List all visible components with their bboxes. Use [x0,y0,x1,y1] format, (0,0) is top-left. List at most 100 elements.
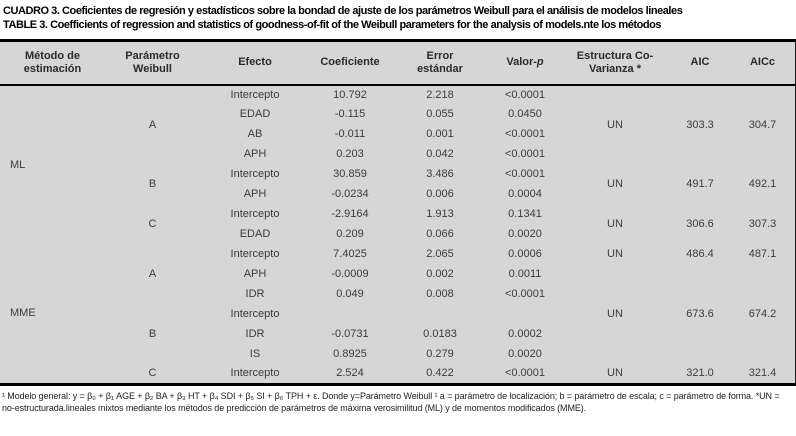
coeficiente-cell: 30.859 [333,168,367,180]
efecto-cell: Intercepto [230,208,280,220]
coeficiente-cell [310,305,390,325]
table-row: APH -0.0009 0.002 0.0011 [0,265,796,285]
table-row: AB -0.011 0.001 <0.0001 [0,125,796,145]
header-parametro: Parámetro Weibull [105,40,200,86]
aic-cell [670,345,730,365]
aicc-cell [730,325,796,345]
table-row: EDAD 0.209 0.066 0.0020 [0,225,796,245]
coeficiente-cell: 0.209 [336,228,364,240]
method-label-ml: ML [10,158,26,171]
efecto-cell: Intercepto [230,367,280,380]
valor-p-cell: <0.0001 [504,168,546,180]
header-coeficiente: Coeficiente [310,40,390,86]
aic-cell: 303.3 [686,118,714,131]
coeficiente-cell: 7.4025 [333,248,367,260]
caption-spanish: CUADRO 3. Coeficientes de regresión y es… [3,5,683,17]
table-row: IDR -0.0731 0.0183 0.0002 [0,325,796,345]
error-cell [390,305,490,325]
valor-p-cell [490,305,560,325]
valor-p-cell: <0.0001 [504,148,546,160]
method-label-mme: MME [10,307,36,320]
table-row: APH -0.0234 0.006 0.0004 [0,185,796,205]
param-label-ml-a: A [148,118,157,131]
valor-p-cell: 0.1341 [508,208,542,220]
covarianza-cell: UN [607,218,623,230]
aicc-cell: 487.1 [748,248,777,260]
covarianza-cell: UN [607,178,623,190]
error-cell: 0.055 [426,108,454,120]
param-label-mme-c: C [148,367,157,380]
valor-p-cell: <0.0001 [504,128,546,140]
aicc-cell: 307.3 [748,218,777,230]
param-label-ml-b: B [148,178,157,190]
aicc-cell: 304.7 [748,118,777,131]
header-metodo: Método de estimación [0,40,105,86]
error-cell: 0.006 [426,188,454,200]
table-caption: CUADRO 3. Coeficientes de regresión y es… [0,0,796,39]
valor-p-cell: 0.0004 [508,188,542,200]
table-row: IS 0.8925 0.279 0.0020 [0,345,796,365]
aicc-cell: 492.1 [748,178,777,190]
header-efecto: Efecto [200,40,310,86]
table-row: C Intercepto -2.9164 1.913 0.1341 UN 306… [0,205,796,230]
coeficiente-cell: -0.011 [334,128,366,140]
covarianza-cell: UN [607,248,623,260]
table-row: APH 0.203 0.042 <0.0001 [0,145,796,165]
error-cell: 0.0183 [423,328,457,340]
valor-prefix: Valor- [506,56,537,69]
valor-p-cell: <0.0001 [504,288,546,300]
error-cell: 0.422 [426,367,454,380]
coeficiente-cell: 0.8925 [333,348,367,360]
valor-p-cell: <0.0001 [504,88,546,101]
covarianza-cell: UN [607,367,623,380]
valor-p-cell: <0.0001 [504,367,546,380]
table-row: ML A Intercepto 10.792 2.218 <0.0001 UN … [0,85,796,171]
aicc-cell [730,265,796,285]
aicc-cell [730,285,796,305]
aic-cell: 486.4 [686,248,714,260]
header-error: Error estándar [390,40,490,86]
efecto-cell: EDAD [239,108,271,120]
param-label-ml-c: C [148,218,157,230]
aic-cell [670,265,730,285]
error-cell: 2.065 [426,248,454,260]
aicc-cell [730,345,796,365]
efecto-cell: IDR [245,288,265,300]
efecto-cell: APH [243,188,267,200]
coeficiente-cell: -2.9164 [331,208,369,220]
coeficiente-cell: -0.0009 [331,268,369,280]
header-estructura: Estructura Co-Varianza * [560,40,670,86]
coeficiente-cell: -0.0731 [331,328,369,340]
error-cell: 0.002 [426,268,454,280]
valor-p-cell: 0.0020 [508,228,542,240]
covarianza-cell [560,325,670,345]
valor-p-cell: 0.0006 [508,248,542,260]
efecto-cell: Intercepto [230,248,280,260]
header-aic: AIC [670,40,730,86]
efecto-cell: EDAD [239,228,271,240]
coeficiente-cell: 0.049 [336,288,364,300]
error-cell: 0.042 [426,148,454,160]
covarianza-cell [560,265,670,285]
param-label-mme-b: B [148,328,157,340]
efecto-cell: Intercepto [230,168,280,180]
error-cell: 0.001 [426,128,454,140]
header-row: Método de estimación Parámetro Weibull E… [0,40,796,86]
aicc-cell: 674.2 [748,308,777,320]
aic-cell: 491.7 [686,178,714,190]
covarianza-cell: UN [607,118,623,131]
error-cell: 0.008 [426,288,454,300]
table-header: Método de estimación Parámetro Weibull E… [0,40,796,86]
error-cell: 0.279 [426,348,454,360]
error-cell: 3.486 [426,168,454,180]
efecto-cell: IS [249,348,261,360]
aic-cell [670,325,730,345]
aic-cell: 673.6 [686,308,714,320]
covarianza-cell [560,285,670,305]
regression-table: Método de estimación Parámetro Weibull E… [0,39,796,386]
efecto-cell: APH [243,148,267,160]
aicc-cell: 321.4 [748,367,777,380]
valor-p-italic: p [536,56,544,69]
aic-cell: 306.6 [686,218,714,230]
table-row: MME A Intercepto 7.4025 2.065 0.0006 UN … [0,245,796,319]
